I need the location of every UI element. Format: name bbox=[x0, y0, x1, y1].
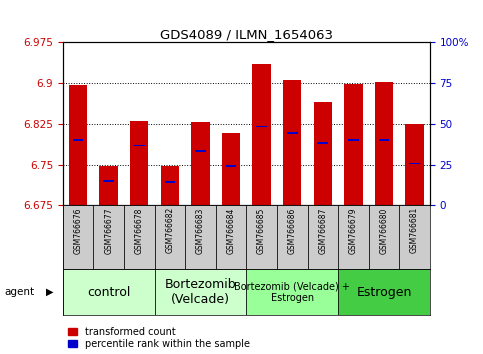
Bar bbox=[130, 121, 148, 205]
Bar bbox=[191, 122, 210, 205]
Bar bbox=[348, 139, 359, 141]
Bar bbox=[369, 205, 399, 269]
Text: Bortezomib (Velcade) +
Estrogen: Bortezomib (Velcade) + Estrogen bbox=[234, 281, 350, 303]
Bar bbox=[124, 205, 155, 269]
Text: GSM766685: GSM766685 bbox=[257, 207, 266, 253]
Bar bbox=[246, 269, 338, 315]
Bar bbox=[222, 133, 240, 205]
Bar bbox=[161, 166, 179, 205]
Text: GSM766682: GSM766682 bbox=[165, 207, 174, 253]
Bar bbox=[185, 205, 216, 269]
Text: GSM766680: GSM766680 bbox=[380, 207, 388, 253]
Bar bbox=[277, 205, 308, 269]
Text: GSM766677: GSM766677 bbox=[104, 207, 113, 254]
Bar bbox=[338, 269, 430, 315]
Bar bbox=[338, 205, 369, 269]
Text: control: control bbox=[87, 286, 130, 298]
Bar bbox=[409, 163, 420, 164]
Text: GSM766686: GSM766686 bbox=[288, 207, 297, 253]
Bar bbox=[63, 269, 155, 315]
Bar bbox=[73, 139, 84, 141]
Bar bbox=[287, 132, 298, 134]
Bar bbox=[344, 84, 363, 205]
Bar bbox=[405, 124, 424, 205]
Bar bbox=[63, 205, 93, 269]
Bar bbox=[256, 126, 267, 127]
Text: GSM766684: GSM766684 bbox=[227, 207, 236, 253]
Bar bbox=[165, 181, 175, 183]
Bar bbox=[375, 81, 393, 205]
Text: GSM766678: GSM766678 bbox=[135, 207, 144, 253]
Bar bbox=[308, 205, 338, 269]
Text: GSM766683: GSM766683 bbox=[196, 207, 205, 253]
Bar bbox=[283, 80, 301, 205]
Text: GSM766681: GSM766681 bbox=[410, 207, 419, 253]
Text: agent: agent bbox=[5, 287, 35, 297]
Bar bbox=[93, 205, 124, 269]
Bar bbox=[155, 269, 246, 315]
Bar bbox=[99, 166, 118, 205]
Title: GDS4089 / ILMN_1654063: GDS4089 / ILMN_1654063 bbox=[160, 28, 333, 41]
Bar bbox=[399, 205, 430, 269]
Bar bbox=[103, 180, 114, 182]
Text: Bortezomib
(Velcade): Bortezomib (Velcade) bbox=[165, 278, 236, 306]
Bar bbox=[246, 205, 277, 269]
Legend: transformed count, percentile rank within the sample: transformed count, percentile rank withi… bbox=[68, 327, 250, 349]
Bar bbox=[313, 102, 332, 205]
Text: GSM766679: GSM766679 bbox=[349, 207, 358, 254]
Bar bbox=[195, 150, 206, 152]
Bar bbox=[379, 139, 389, 141]
Bar bbox=[69, 85, 87, 205]
Bar bbox=[155, 205, 185, 269]
Bar bbox=[317, 142, 328, 144]
Bar bbox=[253, 64, 271, 205]
Text: GSM766687: GSM766687 bbox=[318, 207, 327, 253]
Bar bbox=[134, 145, 144, 147]
Text: GSM766676: GSM766676 bbox=[73, 207, 83, 254]
Bar bbox=[216, 205, 246, 269]
Bar bbox=[226, 165, 236, 166]
Text: ▶: ▶ bbox=[46, 287, 54, 297]
Text: Estrogen: Estrogen bbox=[356, 286, 412, 298]
